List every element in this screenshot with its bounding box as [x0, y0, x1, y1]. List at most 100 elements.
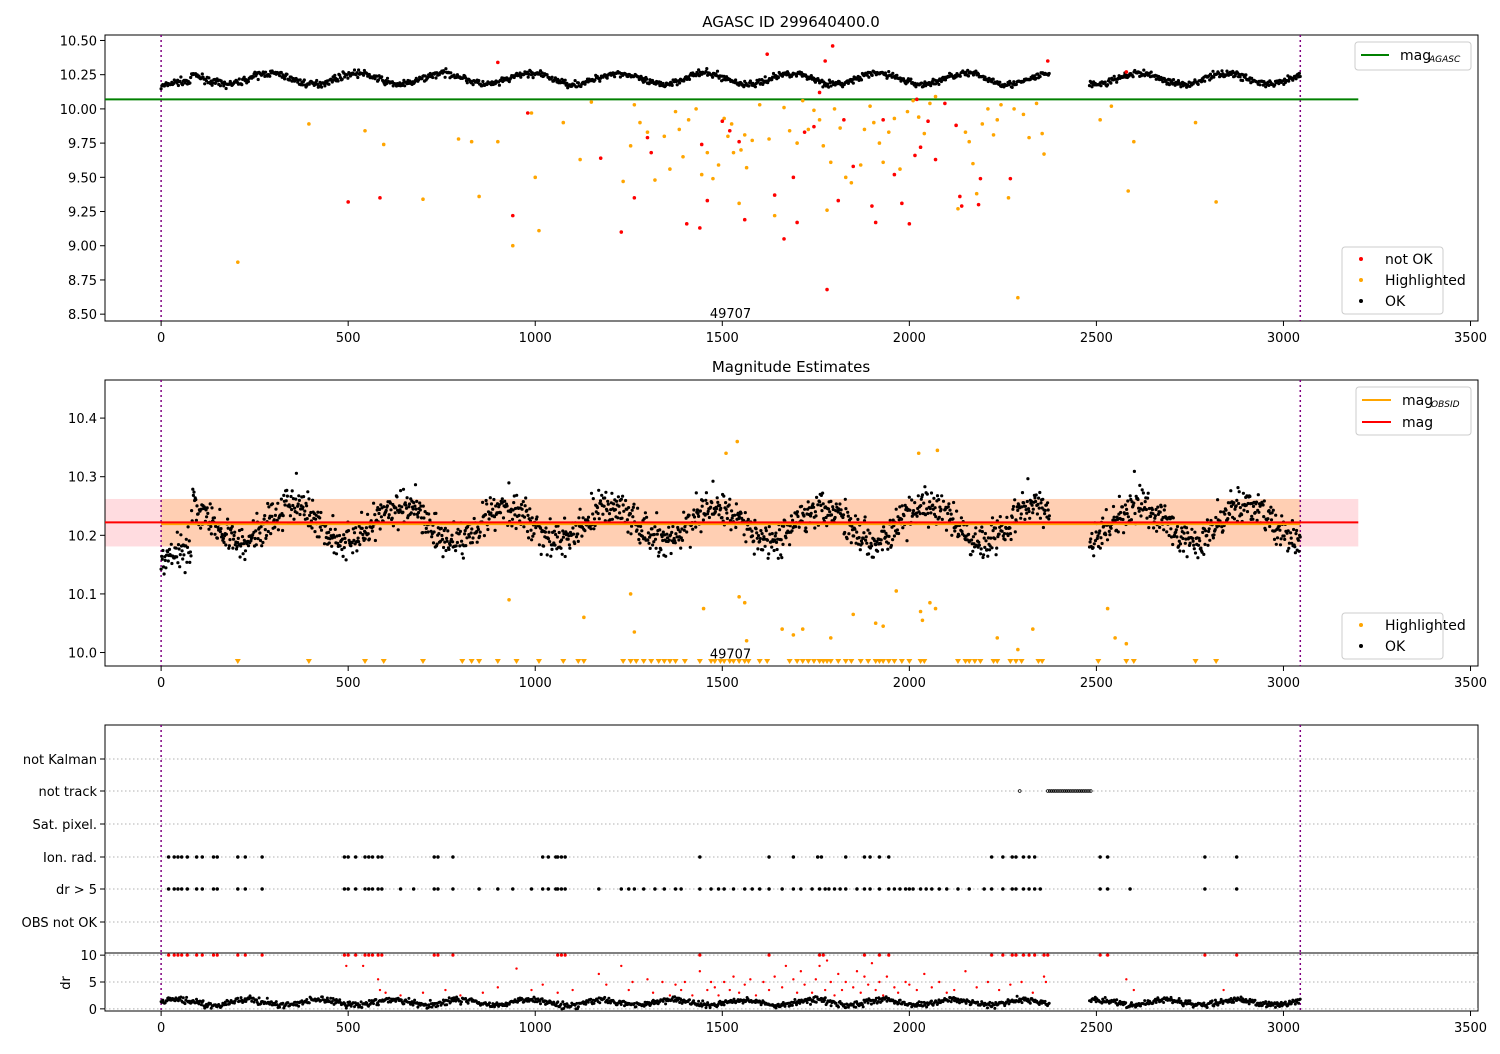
flag-point [945, 888, 948, 891]
dr-ok-point [976, 1001, 979, 1004]
ok-point [338, 534, 341, 537]
ok-point [767, 552, 770, 555]
ok-point [1140, 502, 1143, 505]
ok-point [1023, 518, 1026, 521]
highlighted-point [745, 639, 749, 643]
ok-point [756, 547, 759, 550]
below-range-marker [575, 659, 581, 664]
highlighted-point [737, 595, 741, 599]
ok-point [759, 529, 762, 532]
ok-point [771, 532, 774, 535]
highlighted-point [936, 449, 940, 453]
ok-point [716, 496, 719, 499]
ok-point [1208, 527, 1211, 530]
dr-ok-point [236, 997, 239, 1000]
ok-point [659, 548, 662, 551]
ok-point [740, 512, 743, 515]
flag-point [1106, 888, 1109, 891]
flag-point [377, 856, 380, 859]
ok-point [527, 536, 530, 539]
ok-point [270, 515, 273, 518]
flag-point [556, 856, 559, 859]
ok-point [627, 506, 630, 509]
ok-point [590, 492, 593, 495]
y-tick-label: 10 [80, 949, 97, 964]
legend-label: OK [1385, 639, 1406, 655]
highlighted-point [874, 621, 878, 625]
below-range-marker [560, 659, 566, 664]
ok-point [463, 532, 466, 535]
ok-point [580, 535, 583, 538]
ok-point [843, 531, 846, 534]
below-range-marker [648, 659, 654, 664]
ok-point [1093, 542, 1096, 545]
dr-ok-point [372, 1002, 375, 1005]
highlighted-point [859, 163, 863, 167]
ok-point [831, 505, 834, 508]
ok-point [631, 509, 634, 512]
ok-point [207, 528, 210, 531]
ok-point [981, 530, 984, 533]
ok-point [777, 557, 780, 560]
highlighted-point [971, 162, 975, 166]
ok-point [758, 540, 761, 543]
ok-point [188, 539, 191, 542]
not-ok-point [743, 218, 747, 222]
ok-point [451, 540, 454, 543]
ok-point [446, 529, 449, 532]
flag-point [343, 856, 346, 859]
ok-point [273, 526, 276, 529]
highlighted-point [507, 598, 511, 602]
ok-point [244, 549, 247, 552]
ok-point [849, 517, 852, 520]
y-tick-label: 10.00 [60, 103, 97, 118]
ok-point [798, 526, 801, 529]
ok-point [1183, 532, 1186, 535]
ok-point [507, 481, 510, 484]
ok-point [773, 549, 776, 552]
flag-point [186, 856, 189, 859]
ok-point [454, 549, 457, 552]
ok-point [228, 538, 231, 541]
x-tick-label: 2000 [893, 676, 926, 691]
below-range-marker [641, 659, 647, 664]
ok-point [176, 531, 179, 534]
ok-point [993, 537, 996, 540]
highlighted-point [956, 207, 960, 211]
ok-point [222, 541, 225, 544]
below-range-marker [757, 659, 763, 664]
ok-point [303, 78, 306, 81]
not-ok-point [526, 111, 530, 115]
ok-point [462, 557, 465, 560]
highlighted-point [582, 616, 586, 620]
ok-point [553, 530, 556, 533]
flag-point [1099, 856, 1102, 859]
ok-point [201, 72, 204, 75]
ok-point [807, 500, 810, 503]
ok-point [1237, 502, 1240, 505]
flag-label: Sat. pixel. [33, 818, 97, 833]
ok-point [1185, 526, 1188, 529]
ok-point [254, 529, 257, 532]
below-range-marker [1131, 659, 1137, 664]
ok-point [427, 512, 430, 515]
ok-point [891, 72, 894, 75]
ok-point [895, 508, 898, 511]
flag-point [399, 888, 402, 891]
highlighted-point [629, 592, 633, 596]
flag-point [1001, 888, 1004, 891]
flag-point [347, 856, 350, 859]
ok-point [747, 84, 750, 87]
plot-area [105, 725, 1478, 953]
ok-point [893, 534, 896, 537]
highlighted-point [893, 117, 897, 121]
ok-point [847, 532, 850, 535]
ok-point [430, 535, 433, 538]
ok-point [923, 485, 926, 488]
below-range-marker [1013, 659, 1019, 664]
ok-point [1022, 501, 1025, 504]
below-range-marker [381, 659, 387, 664]
flag-point [367, 888, 370, 891]
ok-point [199, 527, 202, 530]
highlighted-point [711, 177, 715, 181]
